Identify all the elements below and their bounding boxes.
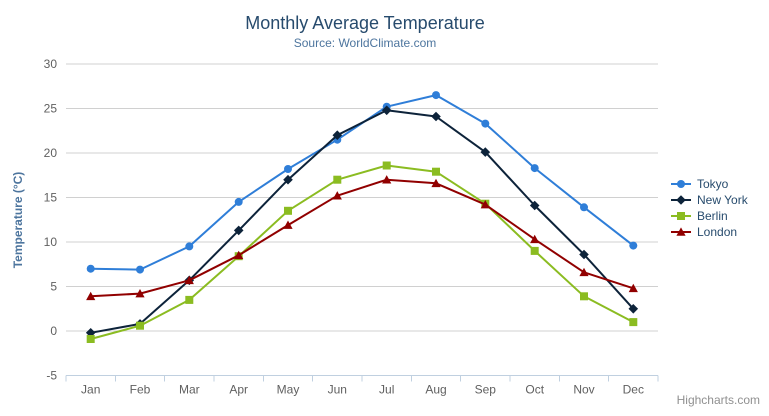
legend-item-berlin[interactable]: Berlin bbox=[670, 208, 748, 224]
point-berlin-may[interactable] bbox=[284, 206, 292, 215]
series-line-london bbox=[90, 178, 634, 298]
series-line-new-york bbox=[90, 109, 635, 334]
series-new-york[interactable] bbox=[85, 105, 639, 338]
point-new-york-sep[interactable] bbox=[480, 147, 491, 157]
legend-marker-berlin bbox=[677, 212, 685, 220]
x-tick-label-apr: Apr bbox=[229, 383, 248, 397]
y-axis-title: Temperature (°C) bbox=[11, 172, 25, 269]
y-tick-label--5: -5 bbox=[46, 369, 57, 383]
legend-label-new-york: New York bbox=[697, 193, 748, 207]
point-london-mar[interactable] bbox=[184, 275, 194, 285]
point-new-york-oct[interactable] bbox=[529, 200, 540, 211]
point-tokyo-feb[interactable] bbox=[136, 265, 144, 274]
legend-item-new-york[interactable]: New York bbox=[670, 192, 748, 208]
point-new-york-jun[interactable] bbox=[332, 130, 343, 140]
point-new-york-jan[interactable] bbox=[85, 328, 96, 338]
y-tick-label-10: 10 bbox=[44, 235, 58, 249]
legend-item-tokyo[interactable]: Tokyo bbox=[670, 176, 748, 192]
diamond-marker-icon bbox=[671, 195, 691, 205]
point-berlin-oct[interactable] bbox=[530, 246, 539, 255]
gridlines bbox=[66, 63, 658, 376]
point-new-york-may[interactable] bbox=[283, 174, 293, 185]
point-london-aug[interactable] bbox=[431, 178, 441, 188]
point-new-york-dec[interactable] bbox=[628, 304, 639, 314]
point-new-york-aug[interactable] bbox=[431, 111, 441, 122]
credits-link[interactable]: Highcharts.com bbox=[676, 393, 760, 407]
legend-marker-london bbox=[676, 227, 686, 236]
x-tick-label-oct: Oct bbox=[525, 383, 544, 397]
point-london-sep[interactable] bbox=[480, 200, 490, 209]
x-tick-label-jul: Jul bbox=[379, 383, 394, 397]
series-tokyo[interactable] bbox=[86, 91, 638, 274]
x-tick-label-dec: Dec bbox=[623, 383, 644, 397]
point-berlin-aug[interactable] bbox=[432, 167, 440, 176]
point-tokyo-aug[interactable] bbox=[432, 91, 440, 100]
x-tick-label-jun: Jun bbox=[328, 383, 347, 397]
x-tick-label-nov: Nov bbox=[573, 383, 594, 397]
square-marker-icon bbox=[671, 212, 691, 220]
point-new-york-nov[interactable] bbox=[579, 249, 589, 260]
point-tokyo-jan[interactable] bbox=[86, 264, 95, 273]
y-tick-label-20: 20 bbox=[44, 146, 58, 160]
series-london[interactable] bbox=[86, 175, 638, 301]
legend-item-london[interactable]: London bbox=[670, 224, 748, 240]
y-tick-label-15: 15 bbox=[44, 191, 58, 205]
point-london-jul[interactable] bbox=[382, 175, 392, 184]
x-axis-labels: Jan Feb Mar Apr May Jun Jul Aug Sep Oct Nov Dec bbox=[81, 383, 644, 397]
point-new-york-apr[interactable] bbox=[233, 225, 244, 236]
x-axis bbox=[65, 375, 659, 382]
point-tokyo-dec[interactable] bbox=[629, 241, 638, 250]
x-tick-label-feb: Feb bbox=[130, 383, 151, 397]
triangle-marker-icon bbox=[671, 227, 691, 236]
x-tick-label-mar: Mar bbox=[179, 383, 200, 397]
x-tick-label-may: May bbox=[277, 383, 300, 397]
chart-subtitle: Source: WorldClimate.com bbox=[293, 36, 437, 50]
legend-marker-new-york bbox=[676, 195, 686, 205]
series-line-tokyo bbox=[90, 94, 634, 271]
point-london-dec[interactable] bbox=[628, 283, 638, 293]
point-london-feb[interactable] bbox=[135, 289, 145, 298]
point-new-york-jul[interactable] bbox=[381, 105, 392, 116]
point-london-apr[interactable] bbox=[234, 250, 244, 260]
point-tokyo-apr[interactable] bbox=[234, 197, 243, 206]
point-london-oct[interactable] bbox=[530, 234, 540, 244]
point-london-jan[interactable] bbox=[86, 291, 96, 301]
y-tick-label-5: 5 bbox=[50, 280, 57, 294]
y-tick-label-0: 0 bbox=[50, 324, 57, 338]
legend: Tokyo New York Berlin London bbox=[670, 176, 748, 240]
point-london-jun[interactable] bbox=[332, 191, 342, 200]
point-berlin-nov[interactable] bbox=[580, 292, 588, 301]
point-tokyo-mar[interactable] bbox=[185, 242, 194, 251]
series-line-berlin bbox=[90, 164, 634, 340]
chart-title: Monthly Average Temperature bbox=[245, 13, 485, 33]
point-tokyo-sep[interactable] bbox=[481, 119, 490, 128]
point-berlin-jun[interactable] bbox=[333, 175, 342, 184]
y-tick-label-25: 25 bbox=[44, 102, 58, 116]
point-london-nov[interactable] bbox=[579, 267, 589, 277]
point-berlin-feb[interactable] bbox=[136, 321, 144, 330]
circle-marker-icon bbox=[671, 180, 691, 188]
y-tick-label-30: 30 bbox=[44, 57, 58, 71]
point-berlin-jan[interactable] bbox=[86, 335, 95, 343]
legend-label-london: London bbox=[697, 225, 738, 239]
legend-label-tokyo: Tokyo bbox=[697, 177, 729, 191]
legend-marker-tokyo bbox=[677, 180, 685, 188]
point-tokyo-nov[interactable] bbox=[580, 203, 588, 212]
x-tick-label-aug: Aug bbox=[425, 383, 446, 397]
point-london-may[interactable] bbox=[283, 220, 293, 229]
point-berlin-jul[interactable] bbox=[382, 161, 391, 170]
point-tokyo-oct[interactable] bbox=[530, 164, 539, 173]
x-tick-label-sep: Sep bbox=[475, 383, 497, 397]
y-axis-labels: -5 0 5 10 15 20 25 30 bbox=[44, 57, 58, 383]
point-berlin-mar[interactable] bbox=[185, 295, 194, 304]
legend-label-berlin: Berlin bbox=[697, 209, 728, 223]
point-tokyo-may[interactable] bbox=[284, 165, 292, 173]
x-tick-label-jan: Jan bbox=[81, 383, 100, 397]
point-berlin-dec[interactable] bbox=[629, 318, 638, 327]
